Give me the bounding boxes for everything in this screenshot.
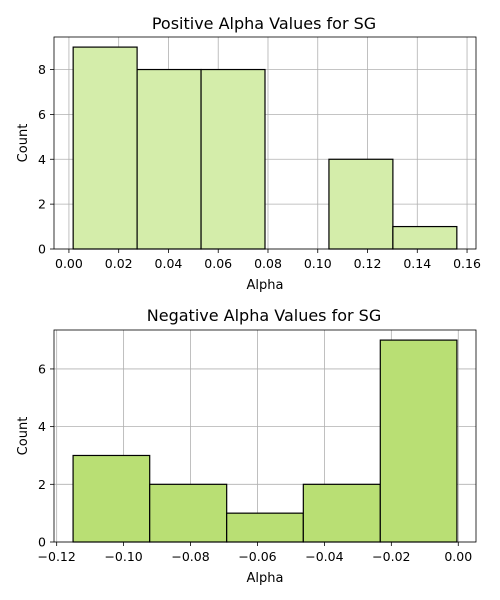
y-axis-label: Count [16, 124, 31, 163]
y-tick-label: 0 [38, 535, 46, 550]
x-tick-label: 0.00 [444, 549, 472, 564]
x-tick-label: −0.02 [372, 549, 410, 564]
x-tick-label: −0.04 [305, 549, 343, 564]
plot-frame [53, 329, 477, 543]
chart-title: Negative Alpha Values for SG [147, 306, 381, 325]
ticks: 0.00 0.02 0.04 0.06 0.08 0.10 0.12 0.14 0.16 0 2 4 6… [38, 62, 481, 271]
x-tick-label: 0.00 [55, 256, 83, 271]
x-tick-label: −0.10 [104, 549, 142, 564]
x-tick-label: −0.12 [38, 549, 76, 564]
x-tick-label: −0.06 [238, 549, 276, 564]
histogram-bar [328, 158, 394, 250]
y-tick-label: 6 [38, 107, 46, 122]
x-tick-label: 0.14 [403, 256, 431, 271]
y-tick-label: 6 [38, 361, 46, 376]
y-tick-label: 4 [38, 152, 46, 167]
x-tick-label: 0.08 [254, 256, 282, 271]
histogram-bar [149, 483, 228, 543]
x-tick-label: 0.16 [453, 256, 481, 271]
x-tick-label: 0.04 [155, 256, 183, 271]
y-tick-label: 4 [38, 419, 46, 434]
histogram-bar [200, 68, 266, 250]
ticks: −0.12 −0.10 −0.08 −0.06 −0.04 −0.02 0.00 0 2 4 6 [38, 361, 473, 564]
histogram-bar [72, 454, 151, 543]
histogram-bar [72, 46, 138, 250]
y-axis-label: Count [16, 417, 31, 456]
histogram-bar [136, 68, 202, 250]
bars [72, 339, 458, 543]
x-tick-label: 0.12 [354, 256, 382, 271]
y-tick-label: 0 [38, 242, 46, 257]
y-tick-label: 8 [38, 62, 46, 77]
bars [72, 46, 458, 250]
histogram-bar [392, 225, 458, 250]
x-tick-label: 0.06 [204, 256, 232, 271]
y-tick-label: 2 [38, 477, 46, 492]
x-axis-label: Alpha [247, 571, 284, 586]
x-tick-label: 0.02 [105, 256, 133, 271]
x-tick-label: 0.10 [304, 256, 332, 271]
y-tick-label: 2 [38, 197, 46, 212]
histogram-bar [226, 512, 304, 543]
x-tick-label: −0.08 [171, 549, 209, 564]
plot-frame [53, 36, 477, 250]
x-axis-label: Alpha [247, 278, 284, 293]
positive-alpha-histogram: Positive Alpha Values for SG 0.00 0.02 0.0… [16, 14, 481, 293]
histogram-bar [379, 339, 458, 543]
histogram-bar [302, 483, 381, 543]
negative-alpha-histogram: Negative Alpha Values for SG −0.12 −0.10−… [16, 306, 477, 586]
chart-title: Positive Alpha Values for SG [152, 14, 376, 33]
